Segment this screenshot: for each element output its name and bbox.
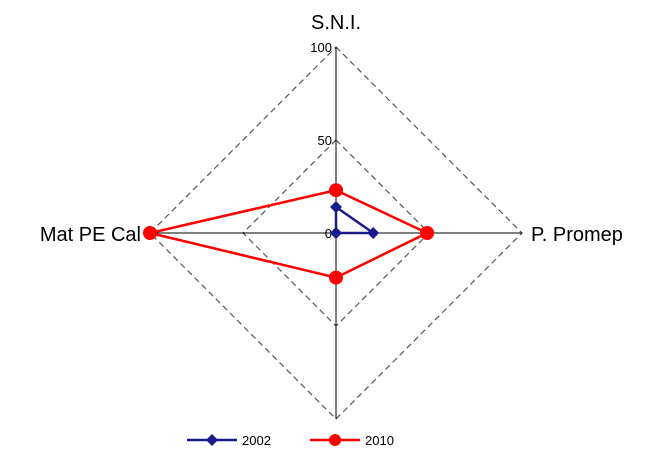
grid-ring-100 (149, 46, 523, 420)
axis-label-p-promep: P. Promep (531, 224, 623, 246)
tick-label-0: 0 (325, 226, 332, 241)
legend-marker-2002 (206, 434, 218, 446)
series-2010-point-0 (329, 183, 343, 198)
axis-labels: S.N.I. P. Promep Mat PE Cal (40, 12, 623, 246)
series-2002-point-3 (330, 227, 342, 239)
legend-label-2010: 2010 (365, 433, 394, 448)
series-line-2010 (149, 188, 430, 279)
axis-label-mat-pe-cal: Mat PE Cal (40, 224, 141, 246)
series-line-2002 (334, 204, 378, 235)
legend-marker-2010 (329, 434, 341, 446)
axis-label-sni: S.N.I. (311, 12, 361, 34)
tick-label-100: 100 (310, 40, 332, 55)
series-2010-point-3 (143, 226, 157, 240)
legend-label-2002: 2002 (242, 433, 271, 448)
series-2002-point-0 (330, 200, 342, 213)
legend: 2002 2010 (187, 433, 394, 448)
radial-tick-labels: 0 50 100 (310, 40, 332, 241)
radar-series (143, 183, 435, 285)
series-2002-point-1 (367, 227, 380, 239)
tick-label-50: 50 (318, 133, 332, 148)
series-2010-point-1 (420, 226, 435, 240)
series-2010-point-2 (329, 270, 343, 285)
